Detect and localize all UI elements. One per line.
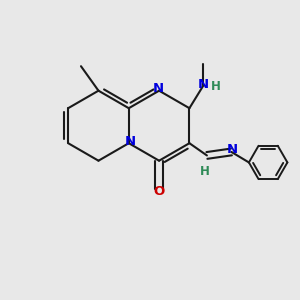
Text: N: N	[153, 82, 164, 95]
Text: N: N	[198, 78, 209, 91]
Text: N: N	[125, 135, 136, 148]
Text: H: H	[200, 165, 210, 178]
Text: N: N	[227, 143, 238, 157]
Text: O: O	[154, 185, 165, 198]
Text: H: H	[211, 80, 221, 93]
